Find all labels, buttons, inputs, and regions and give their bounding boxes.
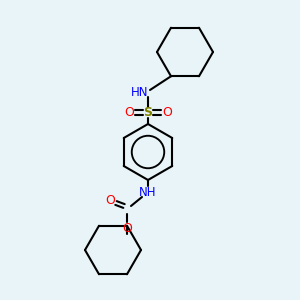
Text: O: O: [105, 194, 115, 206]
Text: HN: HN: [130, 85, 148, 98]
Text: S: S: [143, 106, 152, 118]
Text: O: O: [124, 106, 134, 118]
Text: NH: NH: [139, 185, 157, 199]
Text: O: O: [122, 221, 132, 235]
Text: O: O: [162, 106, 172, 118]
